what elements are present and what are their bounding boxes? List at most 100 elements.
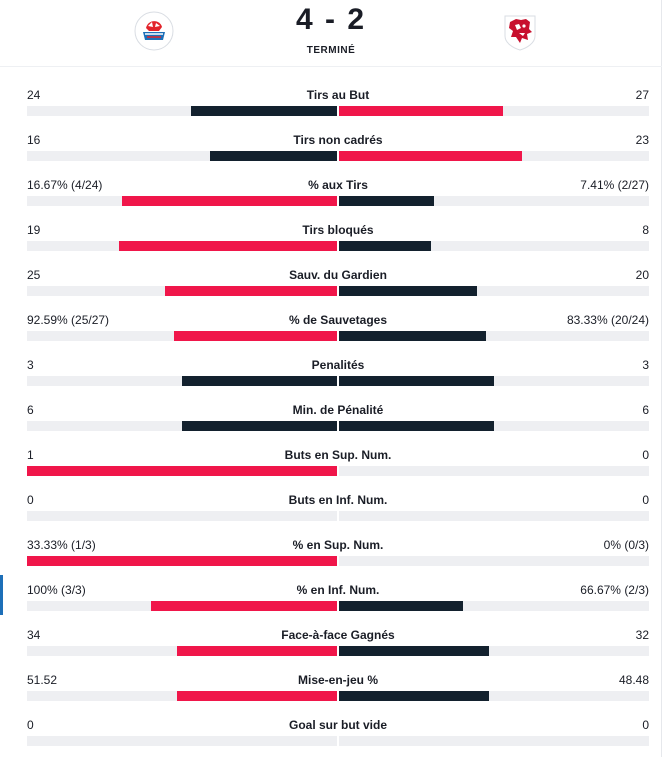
stat-label: Mise-en-jeu %: [297, 673, 378, 687]
stat-label: Goal sur but vide: [288, 718, 387, 732]
stat-row-save-percentage: 92.59% (25/27) % de Sauvetages 83.33% (2…: [27, 311, 649, 356]
stat-row-short-handed-goals: 0 Buts en Inf. Num. 0: [27, 491, 649, 536]
home-bar-track: [27, 421, 337, 431]
away-bar: [339, 691, 489, 701]
home-bar-track: [27, 331, 337, 341]
stat-label: Penalités: [311, 358, 365, 372]
away-bar: [339, 106, 503, 116]
stat-row-shots-on-goal: 24 Tirs au But 27: [27, 86, 649, 131]
away-value: 27: [635, 88, 649, 102]
away-value: 66.67% (2/3): [580, 583, 649, 597]
away-bar-track: [339, 556, 649, 566]
home-bar-track: [27, 646, 337, 656]
away-bar: [339, 421, 494, 431]
match-status: TERMINÉ: [306, 45, 356, 56]
home-bar: [27, 466, 337, 476]
lausanne-lion-logo-icon[interactable]: [499, 10, 541, 52]
away-bar-track: [339, 511, 649, 521]
stat-row-penalties: 3 Penalités 3: [27, 356, 649, 401]
home-bar: [151, 601, 337, 611]
stat-row-missed-shots: 16 Tirs non cadrés 23: [27, 131, 649, 176]
away-value: 0: [642, 493, 649, 507]
home-bar-track: [27, 196, 337, 206]
away-bar-track: [339, 286, 649, 296]
away-bar-track: [339, 376, 649, 386]
away-value: 6: [642, 403, 649, 417]
home-bar-track: [27, 466, 337, 476]
stat-row-power-play-percentage: 33.33% (1/3) % en Sup. Num. 0% (0/3): [27, 536, 649, 581]
home-value: 16.67% (4/24): [27, 178, 103, 192]
match-header: 4 - 2 TERMINÉ: [0, 0, 662, 67]
home-bar: [174, 331, 337, 341]
away-bar-track: [339, 331, 649, 341]
home-value: 25: [27, 268, 41, 282]
home-bar: [119, 241, 337, 251]
home-value: 16: [27, 133, 41, 147]
away-bar: [339, 601, 463, 611]
away-bar: [339, 241, 431, 251]
away-value: 8: [642, 223, 649, 237]
stat-label: Buts en Sup. Num.: [284, 448, 392, 462]
home-bar: [182, 421, 337, 431]
home-bar: [191, 106, 337, 116]
stat-label: % en Inf. Num.: [296, 583, 380, 597]
home-bar: [165, 286, 337, 296]
home-value: 100% (3/3): [27, 583, 86, 597]
home-bar-track: [27, 736, 337, 746]
home-bar-track: [27, 601, 337, 611]
away-value: 20: [635, 268, 649, 282]
away-bar: [339, 376, 494, 386]
home-bar-track: [27, 376, 337, 386]
stat-label: Buts en Inf. Num.: [288, 493, 388, 507]
away-bar-track: [339, 736, 649, 746]
home-value: 51.52: [27, 673, 58, 687]
stat-row-empty-net-goals: 0 Goal sur but vide 0: [27, 716, 649, 761]
away-bar: [339, 151, 522, 161]
away-value: 83.33% (20/24): [566, 313, 649, 327]
away-bar-track: [339, 241, 649, 251]
away-bar-track: [339, 196, 649, 206]
home-bar: [182, 376, 337, 386]
home-bar-track: [27, 151, 337, 161]
stat-row-power-play-goals: 1 Buts en Sup. Num. 0: [27, 446, 649, 491]
stat-label: Min. de Pénalité: [292, 403, 384, 417]
away-value: 0: [642, 718, 649, 732]
stat-row-penalty-kill-percentage: 100% (3/3) % en Inf. Num. 66.67% (2/3): [27, 581, 649, 626]
stat-label: % aux Tirs: [308, 178, 368, 192]
away-bar: [339, 196, 434, 206]
stat-row-shooting-percentage: 16.67% (4/24) % aux Tirs 7.41% (2/27): [27, 176, 649, 221]
stat-label: Sauv. du Gardien: [289, 268, 387, 282]
stat-row-penalty-minutes: 6 Min. de Pénalité 6: [27, 401, 649, 446]
home-bar-track: [27, 556, 337, 566]
home-bar: [177, 646, 337, 656]
home-value: 19: [27, 223, 41, 237]
home-value: 34: [27, 628, 41, 642]
stat-row-faceoff-percentage: 51.52 Mise-en-jeu % 48.48: [27, 671, 649, 716]
home-bar: [27, 556, 337, 566]
away-value: 0: [642, 448, 649, 462]
zsc-lions-logo-icon[interactable]: [133, 10, 175, 52]
away-bar-track: [339, 466, 649, 476]
home-value: 3: [27, 358, 34, 372]
home-bar-track: [27, 241, 337, 251]
away-bar-track: [339, 691, 649, 701]
stat-label: Tirs non cadrés: [293, 133, 383, 147]
home-value: 92.59% (25/27): [27, 313, 110, 327]
home-bar: [210, 151, 337, 161]
home-value: 0: [27, 493, 34, 507]
home-bar: [177, 691, 337, 701]
stat-label: % en Sup. Num.: [292, 538, 384, 552]
away-bar-track: [339, 151, 649, 161]
left-accent-bar: [0, 575, 3, 615]
away-bar: [339, 331, 486, 341]
away-value: 48.48: [618, 673, 649, 687]
stat-label: Tirs au But: [306, 88, 370, 102]
match-statistics: 24 Tirs au But 27 16 Tirs non cadrés 23 …: [27, 86, 649, 761]
home-value: 0: [27, 718, 34, 732]
away-bar: [339, 646, 489, 656]
away-value: 32: [635, 628, 649, 642]
away-bar-track: [339, 421, 649, 431]
away-value: 3: [642, 358, 649, 372]
away-value: 7.41% (2/27): [580, 178, 649, 192]
home-bar-track: [27, 691, 337, 701]
